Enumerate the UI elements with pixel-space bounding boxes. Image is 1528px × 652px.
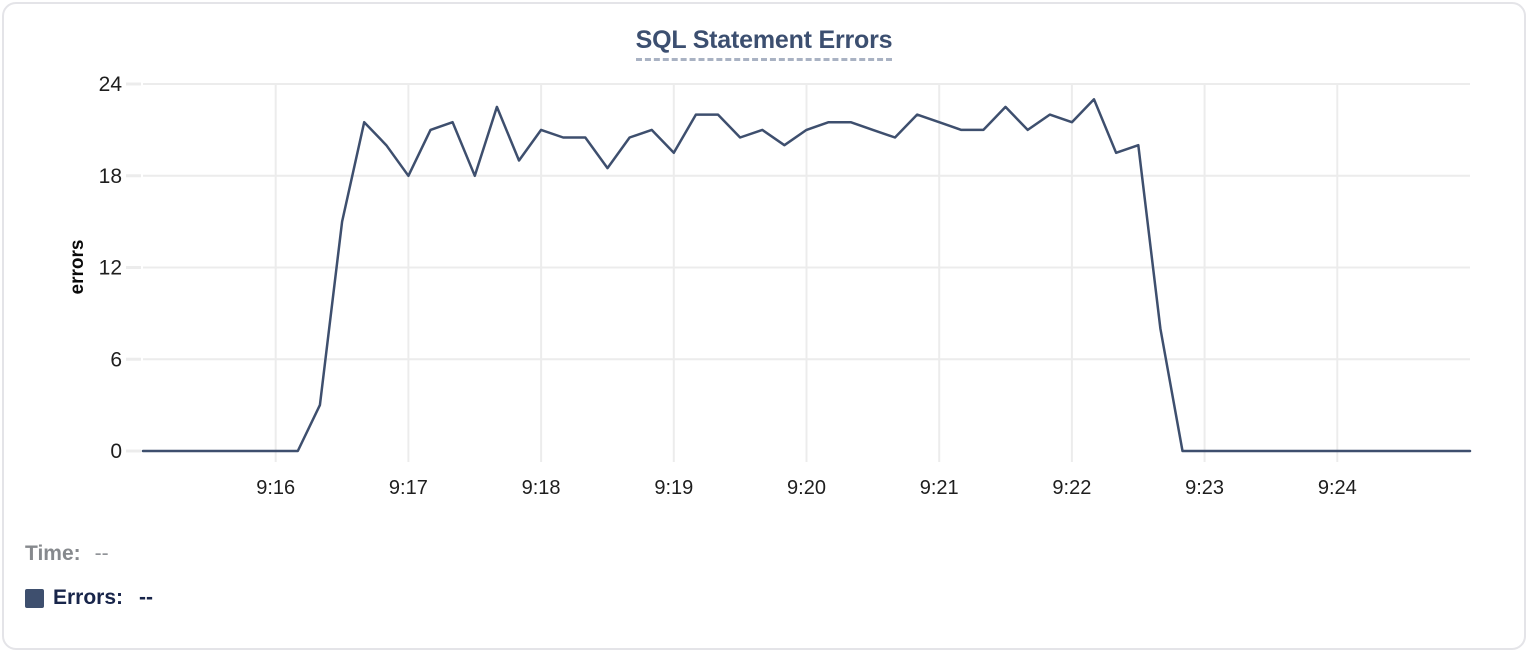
svg-text:9:21: 9:21 — [920, 477, 959, 499]
svg-text:9:23: 9:23 — [1185, 477, 1224, 499]
horizontal-gridlines — [126, 82, 1470, 453]
legend-errors[interactable]: Errors: -- — [25, 586, 153, 610]
svg-text:6: 6 — [110, 348, 122, 371]
x-tick-labels: 9:16 9:17 9:18 9:19 9:20 9:21 9:22 9:23 9:24 — [256, 477, 1357, 499]
svg-text:9:17: 9:17 — [389, 477, 428, 499]
y-axis-title: errors — [67, 240, 88, 295]
svg-text:12: 12 — [99, 257, 122, 280]
svg-text:9:24: 9:24 — [1318, 477, 1357, 499]
time-value: -- — [94, 542, 109, 565]
errors-legend-swatch — [25, 588, 44, 608]
chart-header: SQL Statement Errors — [0, 26, 1528, 61]
errors-value: -- — [139, 586, 154, 609]
svg-text:9:20: 9:20 — [787, 477, 826, 499]
y-tick-labels: 0 6 12 18 24 — [99, 73, 123, 463]
sql-errors-line-chart[interactable]: 0 6 12 18 24 9:16 9:17 9:18 9:19 9:20 9:21 9:22 9:2… — [0, 0, 1528, 512]
svg-text:18: 18 — [99, 165, 122, 188]
hover-readout-time: Time: -- — [25, 542, 109, 566]
svg-text:9:19: 9:19 — [654, 477, 693, 499]
chart-title[interactable]: SQL Statement Errors — [635, 26, 893, 61]
svg-text:0: 0 — [110, 440, 122, 463]
time-label: Time: — [25, 542, 81, 565]
svg-text:9:18: 9:18 — [522, 477, 561, 499]
errors-label: Errors: — [53, 586, 124, 609]
svg-text:24: 24 — [99, 73, 123, 96]
vertical-gridlines — [274, 84, 1339, 462]
svg-text:9:16: 9:16 — [256, 477, 295, 499]
svg-text:9:22: 9:22 — [1052, 477, 1091, 499]
